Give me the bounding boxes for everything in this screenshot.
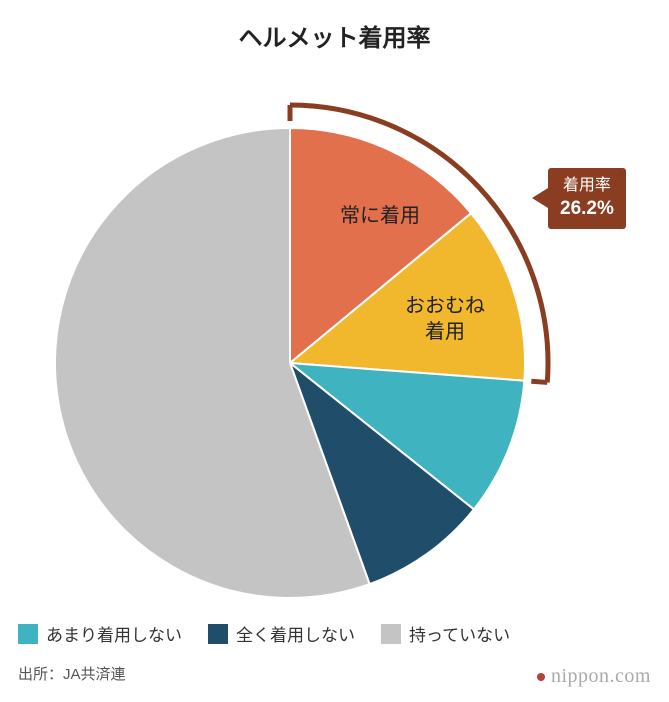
pie-svg <box>0 53 669 613</box>
legend-swatch-rarely <box>18 624 38 644</box>
callout-value: 26.2% <box>560 197 614 222</box>
callout-label: 着用率 <box>560 176 614 197</box>
legend-label-none: 持っていない <box>409 621 510 646</box>
legend: あまり着用しない 全く着用しない 持っていない <box>18 621 510 646</box>
legend-swatch-none <box>381 624 401 644</box>
brand-logo: nippon.com <box>537 665 651 688</box>
wear-rate-callout: 着用率 26.2% <box>548 168 626 229</box>
legend-label-never: 全く着用しない <box>236 621 355 646</box>
source-text: 出所：JA共済連 <box>18 663 126 684</box>
legend-item-never: 全く着用しない <box>208 621 355 646</box>
legend-item-none: 持っていない <box>381 621 510 646</box>
slice-label-always: 常に着用 <box>340 203 420 229</box>
chart-title: ヘルメット着用率 <box>0 0 669 53</box>
legend-item-rarely: あまり着用しない <box>18 621 182 646</box>
brand-dot-icon <box>537 673 545 681</box>
pie-chart: 着用率 26.2% 常に着用おおむね 着用 <box>0 53 669 573</box>
callout-tail <box>532 188 548 208</box>
bracket-cap <box>531 381 547 382</box>
slice-label-mostly: おおむね 着用 <box>405 293 485 345</box>
legend-swatch-never <box>208 624 228 644</box>
legend-label-rarely: あまり着用しない <box>46 621 182 646</box>
brand-text: nippon.com <box>551 665 651 688</box>
